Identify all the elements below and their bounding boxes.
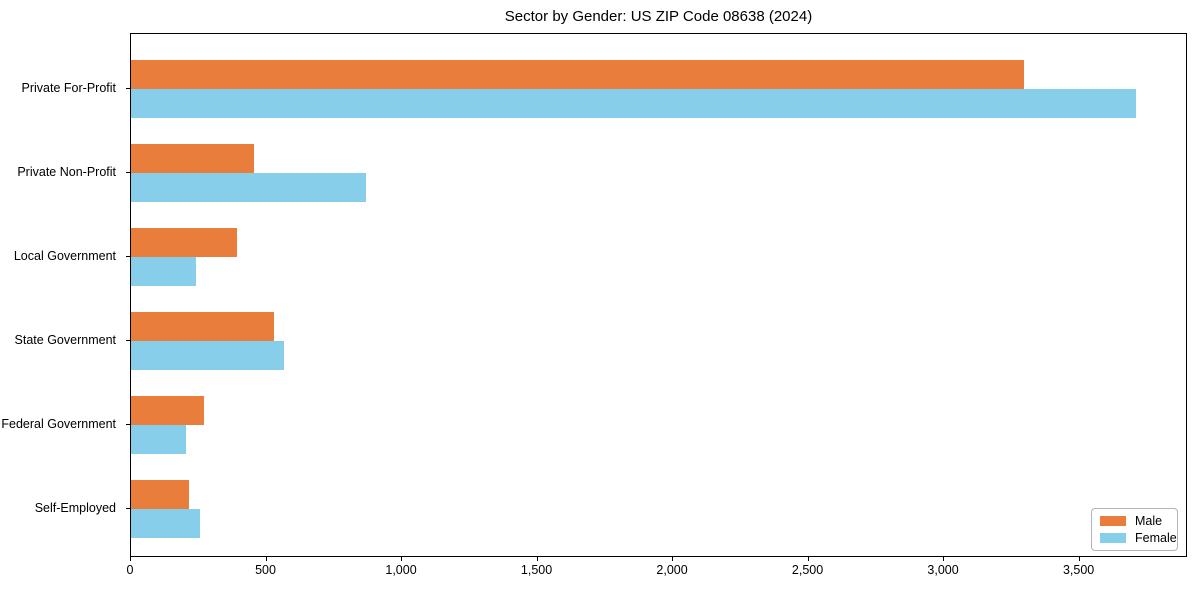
x-tick-label: 500: [255, 563, 276, 577]
legend-item-male: Male: [1100, 513, 1169, 528]
legend-label: Female: [1135, 531, 1177, 545]
y-tick-label: Private Non-Profit: [17, 165, 116, 179]
x-tick-label: 1,500: [520, 563, 553, 577]
bar-female-1: [131, 89, 1136, 118]
x-tick-mark: [265, 557, 267, 561]
y-tick-mark: [126, 424, 130, 426]
bar-male-2: [131, 144, 255, 173]
x-tick-label: 0: [126, 563, 134, 577]
x-tick-mark: [1078, 557, 1080, 561]
x-tick-mark: [943, 557, 945, 561]
bar-female-3: [131, 257, 196, 286]
bar-male-6: [131, 480, 190, 509]
y-tick-mark: [126, 256, 130, 258]
bar-female-2: [131, 173, 367, 202]
legend-swatch-male: [1100, 515, 1126, 526]
y-tick-mark: [126, 340, 130, 342]
chart-title: Sector by Gender: US ZIP Code 08638 (202…: [504, 8, 813, 25]
legend-label: Male: [1135, 513, 1163, 528]
bar-female-4: [131, 341, 284, 370]
x-tick-label: 2,000: [656, 563, 688, 577]
plot-area: [130, 33, 1187, 557]
y-tick-mark: [126, 88, 130, 90]
y-tick-label: Private For-Profit: [21, 81, 116, 95]
x-tick-mark: [536, 557, 538, 561]
bar-male-5: [131, 396, 205, 425]
x-tick-label: 3,000: [927, 563, 959, 577]
bar-male-4: [131, 312, 275, 341]
x-tick-label: 1,000: [385, 563, 417, 577]
bar-male-3: [131, 228, 237, 257]
bar-female-6: [131, 509, 200, 538]
y-tick-label: Federal Government: [1, 417, 116, 431]
bar-male-1: [131, 60, 1024, 89]
x-tick-label: 3,500: [1062, 563, 1095, 577]
x-tick-mark: [807, 557, 809, 561]
x-tick-mark: [130, 557, 132, 561]
x-tick-label: 2,500: [791, 563, 824, 577]
x-tick-mark: [672, 557, 674, 561]
y-tick-label: State Government: [14, 333, 116, 347]
legend-swatch-female: [1100, 533, 1126, 544]
legend-item-female: Female: [1100, 532, 1177, 545]
y-tick-mark: [126, 172, 130, 174]
bar-female-5: [131, 425, 187, 454]
x-tick-mark: [401, 557, 403, 561]
y-tick-label: Local Government: [13, 249, 116, 263]
legend: Male Female: [1091, 508, 1178, 551]
y-tick-mark: [126, 508, 130, 510]
y-tick-label: Self-Employed: [34, 501, 116, 515]
y-axis-labels: Private For-Profit Private Non-Profit Loca…: [0, 33, 126, 557]
